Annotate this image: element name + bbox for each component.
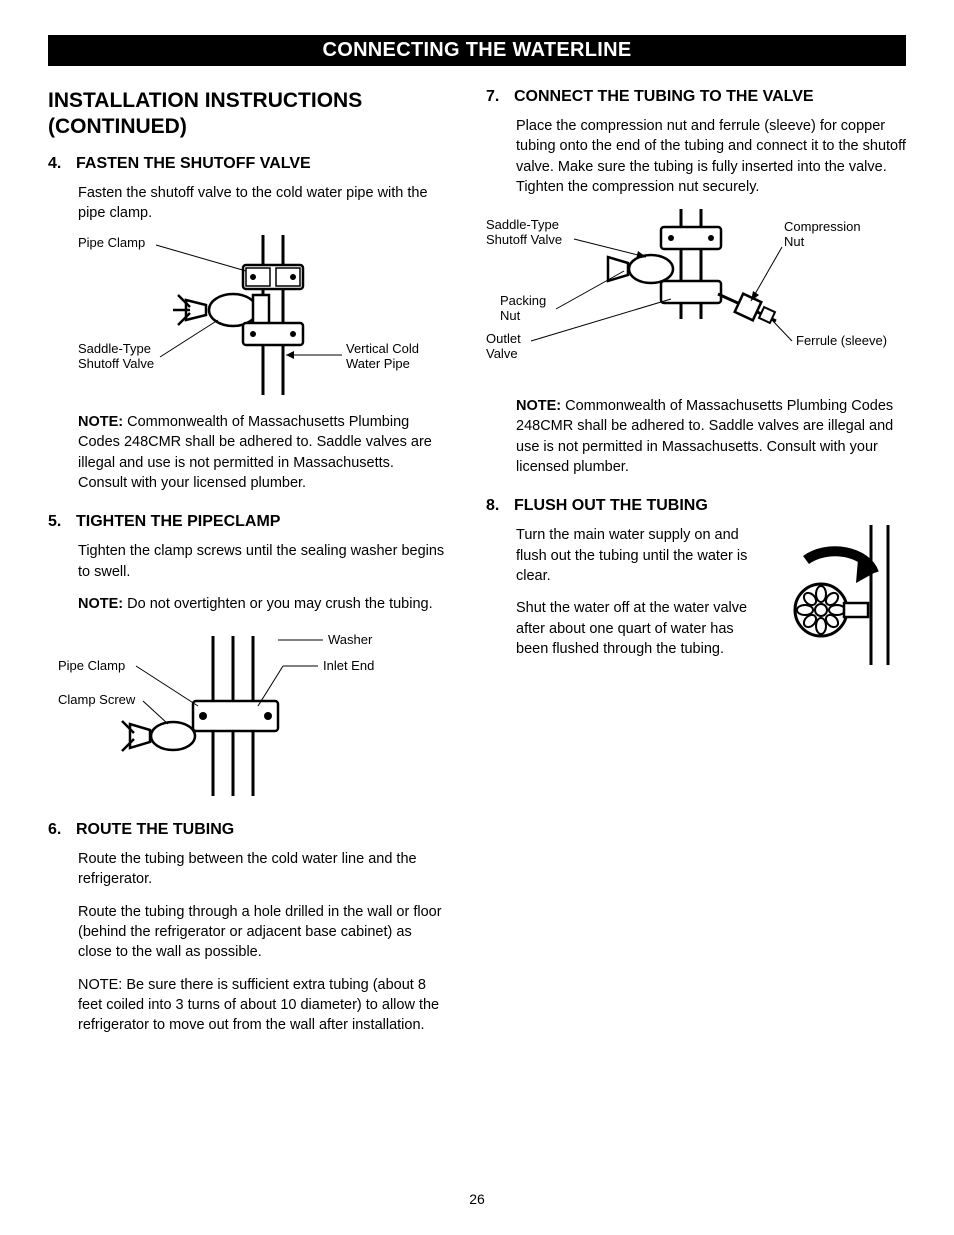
note-lead: NOTE: xyxy=(78,596,123,612)
diagram-shutoff-valve: Pipe Clamp Saddle-Type Shutoff Valve Ver… xyxy=(78,235,446,400)
step-title: FASTEN THE SHUTOFF VALVE xyxy=(76,155,311,173)
label-saddle-l2: Shutoff Valve xyxy=(486,232,562,247)
step6-p2: Route the tubing through a hole drilled … xyxy=(78,902,446,963)
label-washer: Washer xyxy=(328,632,373,647)
label-packing-l1: Packing xyxy=(500,293,546,308)
step-6: 6. ROUTE THE TUBING Route the tubing bet… xyxy=(48,821,446,1035)
step-body-text: Fasten the shutoff valve to the cold wat… xyxy=(78,183,446,224)
step4-note: NOTE: Commonwealth of Massachusetts Plum… xyxy=(78,412,446,493)
label-vert-pipe-l1: Vertical Cold xyxy=(346,341,419,356)
note-text: Commonwealth of Massachusetts Plumbing C… xyxy=(516,398,893,475)
step-number: 8. xyxy=(486,497,504,515)
label-saddle-l1: Saddle-Type xyxy=(486,217,559,232)
label-ferrule: Ferrule (sleeve) xyxy=(796,333,887,348)
diagram-pipeclamp: Washer Inlet End Pipe Clamp Clamp Screw xyxy=(58,616,446,801)
step-5: 5. TIGHTEN THE PIPECLAMP Tighten the cla… xyxy=(48,513,446,801)
label-saddle-valve-l1: Saddle-Type xyxy=(78,341,151,356)
step8-p1: Turn the main water supply on and flush … xyxy=(516,525,762,586)
right-column: 7. CONNECT THE TUBING TO THE VALVE Place… xyxy=(486,88,906,1056)
step5-note: NOTE: Do not overtighten or you may crus… xyxy=(78,594,446,614)
label-pipe-clamp: Pipe Clamp xyxy=(58,658,125,673)
step-title: ROUTE THE TUBING xyxy=(76,821,234,839)
label-vert-pipe-l2: Water Pipe xyxy=(346,356,410,371)
step-title: TIGHTEN THE PIPECLAMP xyxy=(76,513,280,531)
main-heading: INSTALLATION INSTRUCTIONS (CONTINUED) xyxy=(48,88,446,141)
diagram-flush-valve xyxy=(776,525,906,671)
note-lead: NOTE: xyxy=(516,398,561,414)
page-number: 26 xyxy=(0,1191,954,1207)
label-packing-l2: Nut xyxy=(500,308,521,323)
label-pipe-clamp: Pipe Clamp xyxy=(78,235,145,250)
diagram-tubing-valve: Saddle-Type Shutoff Valve Compression Nu… xyxy=(486,209,906,384)
label-clamp-screw: Clamp Screw xyxy=(58,692,136,707)
step-title: CONNECT THE TUBING TO THE VALVE xyxy=(514,88,814,106)
left-column: INSTALLATION INSTRUCTIONS (CONTINUED) 4.… xyxy=(48,88,446,1056)
step-number: 6. xyxy=(48,821,66,839)
step-body-text: Place the compression nut and ferrule (s… xyxy=(516,116,906,197)
step6-p3: NOTE: Be sure there is sufficient extra … xyxy=(78,975,446,1036)
step-number: 5. xyxy=(48,513,66,531)
step-body-text: Tighten the clamp screws until the seali… xyxy=(78,541,446,582)
section-header: CONNECTING THE WATERLINE xyxy=(48,35,906,66)
label-outlet-l2: Valve xyxy=(486,346,518,361)
step8-p2: Shut the water off at the water valve af… xyxy=(516,598,762,659)
step-number: 4. xyxy=(48,155,66,173)
note-text: Do not overtighten or you may crush the … xyxy=(123,596,433,612)
note-text: Commonwealth of Massachusetts Plumbing C… xyxy=(78,414,432,491)
two-column-layout: INSTALLATION INSTRUCTIONS (CONTINUED) 4.… xyxy=(48,88,906,1056)
label-compnut-l1: Compression xyxy=(784,219,861,234)
step-number: 7. xyxy=(486,88,504,106)
step7-note: NOTE: Commonwealth of Massachusetts Plum… xyxy=(516,396,906,477)
step-4: 4. FASTEN THE SHUTOFF VALVE Fasten the s… xyxy=(48,155,446,494)
step-title: FLUSH OUT THE TUBING xyxy=(514,497,708,515)
note-lead: NOTE: xyxy=(78,414,123,430)
label-saddle-valve-l2: Shutoff Valve xyxy=(78,356,154,371)
step-7: 7. CONNECT THE TUBING TO THE VALVE Place… xyxy=(486,88,906,477)
step6-p1: Route the tubing between the cold water … xyxy=(78,849,446,890)
label-inlet-end: Inlet End xyxy=(323,658,374,673)
label-outlet-l1: Outlet xyxy=(486,331,521,346)
label-compnut-l2: Nut xyxy=(784,234,805,249)
step-8: 8. FLUSH OUT THE TUBING Turn the main wa… xyxy=(486,497,906,671)
